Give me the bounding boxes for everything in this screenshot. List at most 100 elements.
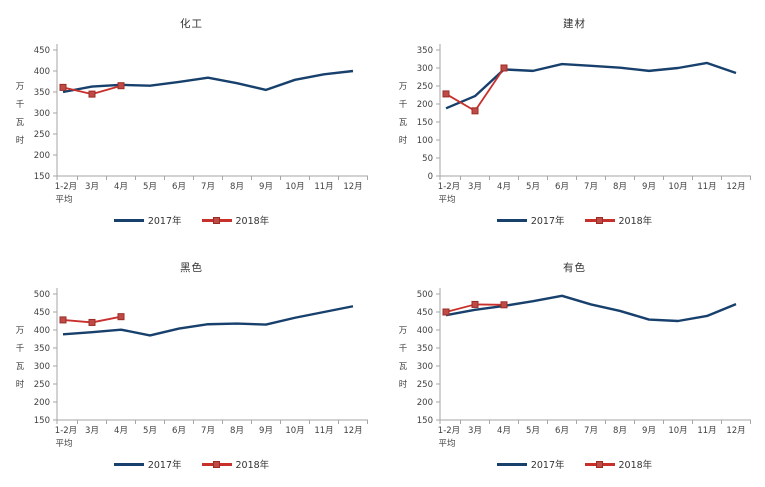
x-tick-label: 10月 <box>668 426 687 436</box>
chart-building-materials: 建材 0 50 100 150 200 250 300 350 1-2月 平均 3月 4月 5月 6月 7月… <box>383 0 765 243</box>
y-tick-label: 150 <box>417 416 433 426</box>
legend-line-2017-icon <box>496 461 527 468</box>
y-tick-label: 250 <box>417 380 433 390</box>
series-2017-line <box>445 294 737 323</box>
chart-title-nonferrous: 有色 <box>563 262 586 274</box>
y-axis-title-char: 瓦 <box>399 362 408 372</box>
x-tick-label: 1-2月 <box>55 182 77 192</box>
y-axis-title-char: 瓦 <box>16 362 25 372</box>
x-tick-label: 8月 <box>230 182 244 192</box>
x-tick-label: 3月 <box>468 182 482 192</box>
x-tick-label: 4月 <box>497 182 511 192</box>
x-tick-label: 12月 <box>343 182 362 192</box>
x-tick-label: 平均 <box>55 194 72 205</box>
x-tick-label: 6月 <box>172 426 186 436</box>
x-tick-label: 4月 <box>114 426 128 436</box>
y-tick-label: 400 <box>34 326 50 336</box>
legend-item-2017: 2017年 <box>496 213 565 227</box>
legend-label-2018: 2018年 <box>235 460 270 471</box>
legend-label-2018: 2018年 <box>235 216 270 227</box>
y-axis-title-char: 千 <box>16 99 25 110</box>
y-tick-label: 350 <box>417 46 433 56</box>
x-tick-label: 3月 <box>468 426 482 436</box>
y-axis-title-char: 万 <box>399 82 408 92</box>
y-tick-label: 300 <box>417 64 433 74</box>
legend-line-2017-icon <box>113 461 144 468</box>
y-axis-title-char: 万 <box>16 326 25 336</box>
chart-ferrous: 黑色 150 200 250 300 350 400 450 500 1-2月 平均 3月 4月 5月 6… <box>0 244 383 487</box>
chart-nonferrous: 有色 150 200 250 300 350 400 450 500 1-2月 平均 3月 4月 5月 6… <box>383 244 765 487</box>
y-tick-label: 200 <box>417 100 433 110</box>
x-tick-label: 5月 <box>526 426 540 436</box>
series-2018-marker <box>500 301 508 309</box>
y-tick-label: 450 <box>34 308 50 318</box>
series-2017-line <box>62 69 354 94</box>
y-axis-title-char: 万 <box>399 326 408 336</box>
y-tick-label: 450 <box>417 308 433 318</box>
legend-label-2017: 2017年 <box>147 460 182 471</box>
x-tick-label: 6月 <box>555 182 569 192</box>
chart-title-building-materials: 建材 <box>563 18 586 30</box>
y-axis-title-char: 时 <box>16 379 25 390</box>
series-2018-marker <box>88 318 96 326</box>
series-2018-marker <box>471 300 479 308</box>
y-tick-label: 200 <box>34 398 50 408</box>
legend-ferrous: 2017年 2018年 <box>0 457 383 471</box>
y-tick-label: 150 <box>34 172 50 182</box>
y-tick-label: 200 <box>417 398 433 408</box>
y-tick-label: 250 <box>34 380 50 390</box>
x-tick-label: 1-2月 <box>55 426 77 436</box>
y-axis-title-char: 万 <box>16 82 25 92</box>
x-tick-label: 12月 <box>343 426 362 436</box>
y-tick-label: 350 <box>34 344 50 354</box>
x-tick-label: 8月 <box>613 182 627 192</box>
x-tick-label: 9月 <box>642 426 656 436</box>
y-tick-label: 250 <box>417 82 433 92</box>
x-tick-label: 9月 <box>642 182 656 192</box>
y-tick-label: 150 <box>417 118 433 128</box>
legend-line-2017-icon <box>113 217 144 224</box>
series-2018-marker <box>59 83 67 91</box>
legend-item-2018: 2018年 <box>201 213 270 227</box>
x-tick-label: 6月 <box>172 182 186 192</box>
y-tick-label: 250 <box>34 130 50 140</box>
y-axis-title-char: 千 <box>16 343 25 354</box>
chart-title-ferrous: 黑色 <box>180 262 203 274</box>
y-tick-label: 50 <box>422 154 433 164</box>
legend-item-2018: 2018年 <box>201 457 270 471</box>
series-2018-marker <box>117 82 125 90</box>
x-tick-label: 7月 <box>584 426 598 436</box>
series-2018-marker <box>442 308 450 316</box>
x-tick-label: 12月 <box>726 182 745 192</box>
series-2018-marker <box>471 107 479 115</box>
x-tick-label: 6月 <box>555 426 569 436</box>
series-2018-marker <box>88 90 96 98</box>
y-tick-label: 150 <box>34 416 50 426</box>
legend-line-2018-icon <box>201 460 232 468</box>
legend-line-2017-icon <box>496 217 527 224</box>
legend-item-2018: 2018年 <box>584 457 652 471</box>
x-tick-label: 3月 <box>85 182 99 192</box>
series-2018-marker <box>500 64 508 72</box>
x-tick-label: 11月 <box>314 182 333 192</box>
y-axis-title-char: 时 <box>16 135 25 146</box>
legend-item-2018: 2018年 <box>584 213 652 227</box>
x-tick-label: 5月 <box>143 182 157 192</box>
y-axis-title-char: 时 <box>399 135 408 146</box>
x-tick-label: 8月 <box>230 426 244 436</box>
x-tick-label: 平均 <box>438 438 455 449</box>
x-tick-label: 3月 <box>85 426 99 436</box>
legend-line-2018-icon <box>201 216 232 224</box>
y-tick-label: 100 <box>417 136 433 146</box>
x-tick-label: 11月 <box>314 426 333 436</box>
x-tick-label: 10月 <box>668 182 687 192</box>
y-tick-label: 300 <box>34 362 50 372</box>
